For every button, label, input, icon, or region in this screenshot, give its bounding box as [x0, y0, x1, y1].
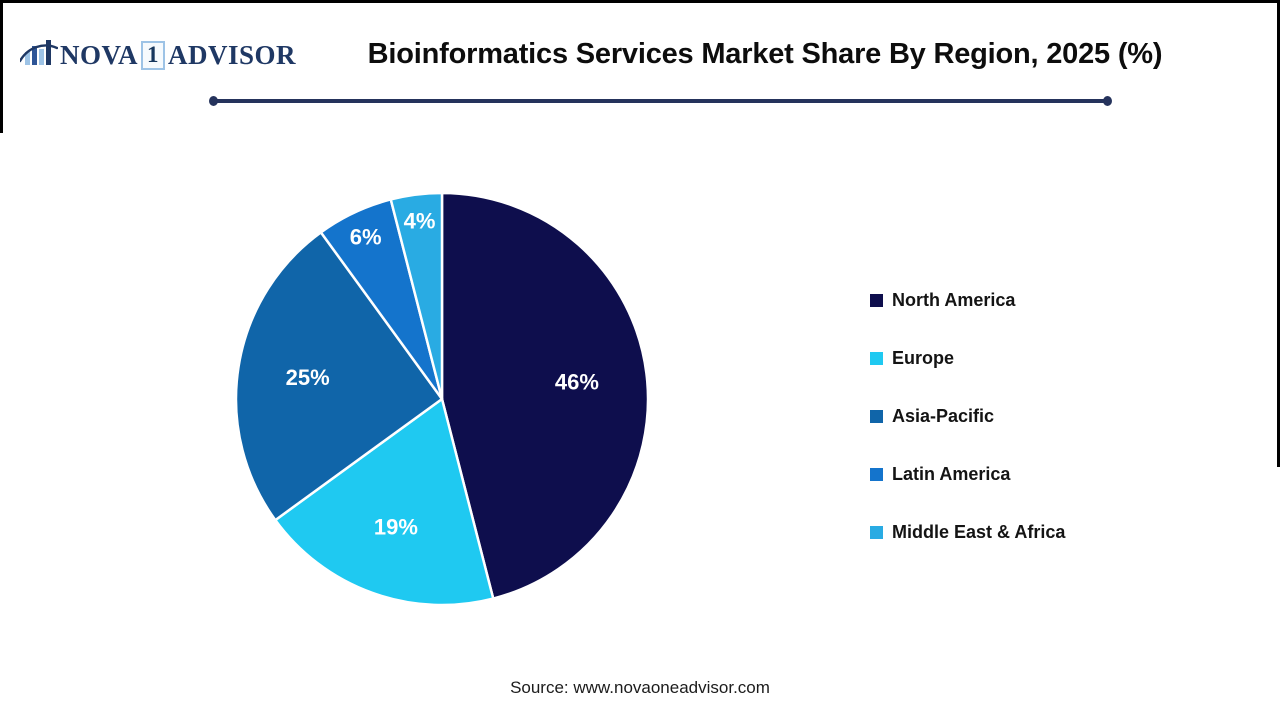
legend-marker-latin-america [870, 468, 883, 481]
legend-item-asia-pacific: Asia-Pacific [870, 406, 1065, 427]
pie-value-label-north-america: 46% [555, 370, 599, 395]
divider-endpoint-right [1103, 96, 1112, 106]
legend-label: Asia-Pacific [892, 406, 995, 426]
pie-slice-middle-east-africa [389, 191, 444, 401]
pie-value-label-europe: 19% [374, 514, 418, 539]
source-attribution: Source: www.novaoneadvisor.com [510, 678, 770, 697]
screen-border-left [0, 0, 3, 133]
brand-name-left: NOVA [60, 39, 139, 70]
pie-slice-asia-pacific [234, 231, 444, 522]
pie-value-label-middle-east-africa: 4% [404, 209, 436, 234]
legend-label: North America [892, 290, 1016, 310]
title-divider-line [209, 96, 1112, 106]
brand-digit-box: 1 [141, 40, 166, 70]
chart-legend: North America Europe Asia-Pacific Latin … [870, 290, 1065, 543]
pie-value-label-latin-america: 6% [350, 224, 382, 249]
pie-slice-north-america [440, 191, 650, 600]
legend-item-europe: Europe [870, 348, 1065, 369]
pie-slice-europe [274, 397, 495, 607]
legend-item-latin-america: Latin America [870, 464, 1065, 485]
legend-label: Middle East & Africa [892, 522, 1066, 542]
legend-marker-europe [870, 352, 883, 365]
legend-marker-north-america [870, 294, 883, 307]
legend-marker-middle-east-africa [870, 526, 883, 539]
pie-value-label-asia-pacific: 25% [286, 365, 330, 390]
brand-name-right: ADVISOR [168, 39, 297, 70]
legend-item-middle-east-africa: Middle East & Africa [870, 522, 1065, 543]
legend-label: Europe [892, 348, 955, 368]
divider-endpoint-left [209, 96, 218, 106]
brand-logo: NOVA 1 ADVISOR [18, 35, 297, 76]
screen-border-top [0, 0, 1280, 3]
legend-label: Latin America [892, 464, 1011, 484]
legend-item-north-america: North America [870, 290, 1065, 311]
bar-chart-swoosh-icon [18, 35, 59, 76]
pie-chart: 46% 19% 25% 6% 4% [232, 189, 652, 609]
pie-chart-svg: 46% 19% 25% 6% 4% [234, 191, 650, 607]
chart-title: Bioinformatics Services Market Share By … [367, 38, 1163, 70]
legend-marker-asia-pacific [870, 410, 883, 423]
screen-border-right [1277, 0, 1280, 467]
